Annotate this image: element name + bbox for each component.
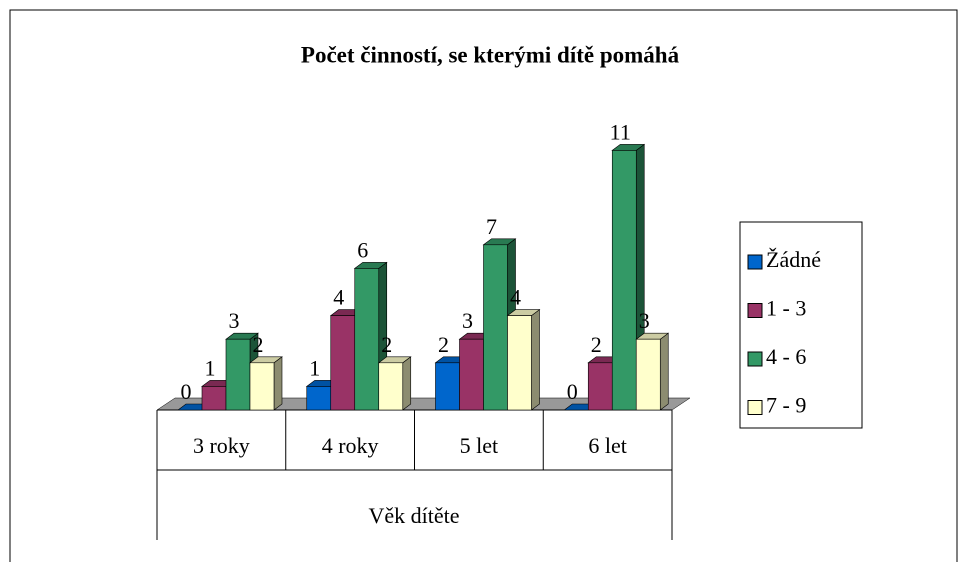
legend-swatch [747,303,763,318]
bar-side [659,332,669,411]
data-label: 2 [438,332,449,357]
x-tick-label: 3 roky [193,433,250,458]
bar-side [402,356,412,411]
bar [635,338,661,411]
bar [249,362,275,411]
data-label: 2 [591,332,602,357]
category-table [156,409,673,540]
data-label: 7 [486,214,497,239]
bar [587,362,613,411]
data-label: 6 [357,237,368,262]
data-label: 0 [567,379,578,404]
data-label: 1 [205,355,216,380]
chart-frame [9,9,958,562]
bar [201,386,227,411]
legend-label: 4 - 6 [766,344,806,369]
x-tick-label: 4 roky [322,433,379,458]
bar [435,362,460,411]
bar [378,362,404,411]
bar [225,338,251,411]
legend-swatch [747,400,763,415]
data-label: 11 [610,119,631,144]
legend-label: 1 - 3 [766,296,806,321]
chart-title: Počet činností, se kterými dítě pomáhá [301,42,680,67]
data-label: 0 [181,379,192,404]
data-label: 3 [639,308,650,333]
legend-label: 7 - 9 [766,393,806,418]
bar [483,244,508,411]
bar [330,315,356,411]
bar [611,150,637,411]
legend-swatch [747,351,763,367]
data-label: 4 [333,285,344,310]
bar-side [531,309,540,411]
data-label: 2 [253,332,264,357]
data-label: 3 [229,308,240,333]
x-tick-label: 6 let [588,433,627,458]
data-label: 3 [462,308,473,333]
legend-swatch [747,254,763,270]
bar-side [273,356,283,411]
bar [507,315,532,411]
data-label: 2 [381,332,392,357]
data-label: 1 [309,355,320,380]
legend-label: Žádné [766,247,821,272]
x-axis-label: Věk dítěte [368,503,459,528]
bar [459,338,484,411]
x-tick-label: 5 let [460,433,499,458]
bar [306,386,332,411]
bar [354,268,380,411]
data-label: 4 [510,285,521,310]
